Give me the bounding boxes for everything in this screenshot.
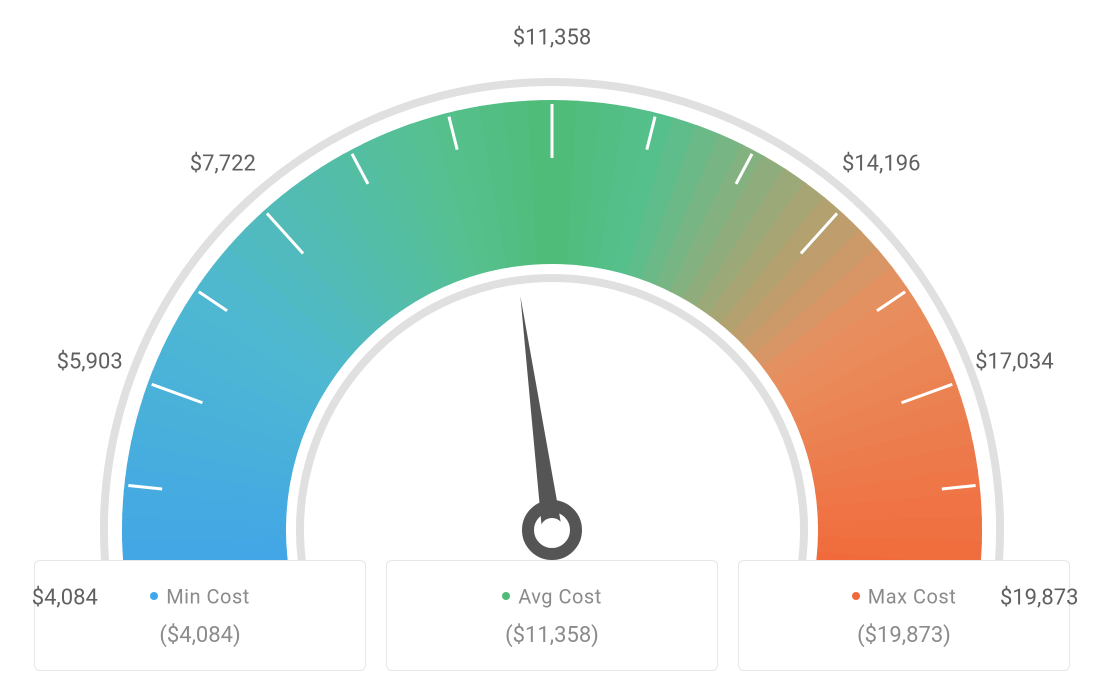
avg-cost-value: ($11,358) <box>397 623 707 648</box>
gauge-tick-label: $17,034 <box>975 349 1054 374</box>
gauge-tick-label: $5,903 <box>57 349 123 374</box>
avg-cost-card: Avg Cost ($11,358) <box>386 560 718 671</box>
gauge-chart <box>0 0 1104 560</box>
max-cost-value: ($19,873) <box>749 623 1059 648</box>
max-cost-card: Max Cost ($19,873) <box>738 560 1070 671</box>
gauge-tick-label: $4,084 <box>32 586 98 611</box>
gauge-container: $4,084$5,903$7,722$11,358$14,196$17,034$… <box>0 0 1104 560</box>
min-dot-icon <box>150 592 158 600</box>
avg-cost-label: Avg Cost <box>397 583 707 609</box>
avg-dot-icon <box>502 592 510 600</box>
gauge-tick-label: $19,873 <box>1000 586 1079 611</box>
gauge-tick-label: $11,358 <box>513 26 592 51</box>
max-label-text: Max Cost <box>868 585 957 609</box>
gauge-tick-label: $7,722 <box>190 152 256 177</box>
min-cost-card: Min Cost ($4,084) <box>34 560 366 671</box>
summary-cards: Min Cost ($4,084) Avg Cost ($11,358) Max… <box>0 560 1104 671</box>
avg-label-text: Avg Cost <box>518 585 602 609</box>
max-dot-icon <box>852 592 860 600</box>
min-label-text: Min Cost <box>166 585 250 609</box>
min-cost-value: ($4,084) <box>45 623 355 648</box>
gauge-tick-label: $14,196 <box>842 152 921 177</box>
